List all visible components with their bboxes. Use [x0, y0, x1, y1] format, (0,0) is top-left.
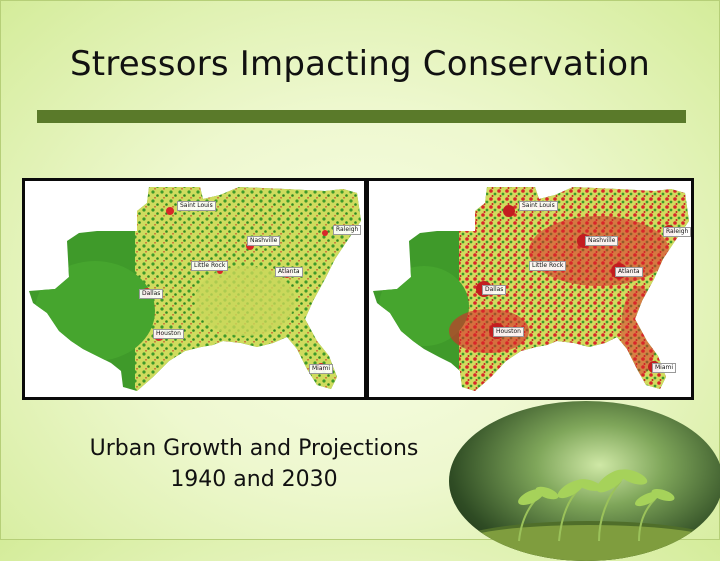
city-label-nashville: Nashville — [247, 236, 281, 246]
slide-title: Stressors Impacting Conservation — [70, 44, 650, 84]
southeast-map-shape-1940 — [29, 187, 361, 391]
caption-line-2: 1940 and 2030 — [170, 467, 338, 492]
urban-map-1940: Saint Louis Raleigh Nashville Little Roc… — [22, 178, 367, 400]
city-label-miami: Miami — [652, 363, 677, 373]
city-label-saint-louis: Saint Louis — [519, 201, 558, 211]
city-label-houston: Houston — [493, 327, 524, 337]
city-label-raleigh: Raleigh — [663, 227, 691, 237]
sprout-photo — [449, 401, 720, 561]
city-label-saint-louis: Saint Louis — [177, 201, 216, 211]
sprout-illustration — [449, 469, 720, 561]
city-label-dallas: Dallas — [482, 285, 507, 295]
city-label-miami: Miami — [309, 364, 334, 374]
southeast-map-shape-2030 — [373, 187, 689, 391]
urban-map-2030: Saint Louis Raleigh Nashville Little Roc… — [366, 178, 694, 400]
city-label-little-rock: Little Rock — [191, 261, 229, 271]
city-label-houston: Houston — [153, 329, 184, 339]
city-label-dallas: Dallas — [139, 289, 164, 299]
city-label-raleigh: Raleigh — [333, 225, 362, 235]
caption-line-1: Urban Growth and Projections — [89, 436, 419, 461]
title-divider — [37, 110, 686, 123]
city-label-nashville: Nashville — [585, 236, 619, 246]
city-label-atlanta: Atlanta — [275, 267, 303, 277]
map-caption: Urban Growth and Projections 1940 and 20… — [44, 433, 464, 495]
city-label-atlanta: Atlanta — [615, 267, 643, 277]
city-label-little-rock: Little Rock — [529, 261, 567, 271]
